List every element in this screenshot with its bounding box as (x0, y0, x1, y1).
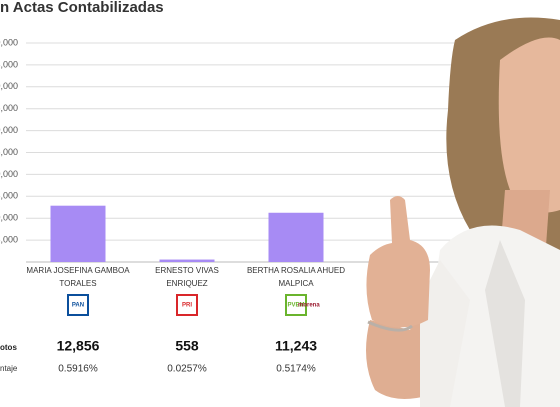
percentage: 0.0257% (167, 364, 207, 375)
y-tick-label: 0,000 (0, 169, 18, 179)
percentage: 0.5174% (276, 364, 316, 375)
bar (268, 212, 324, 262)
y-tick-label: 0,000 (0, 37, 18, 47)
vote-count: 12,856 (57, 338, 100, 354)
party-logo-text: PAN (72, 303, 84, 309)
x-tick-label: ENRIQUEZ (166, 279, 207, 288)
logo-text: morena (298, 303, 320, 309)
party-logo (285, 294, 307, 316)
percentage: 0.5916% (58, 364, 98, 375)
y-tick-label: 0,000 (0, 213, 18, 223)
party-logo-text: PRI (182, 303, 192, 309)
person-photo (366, 17, 560, 407)
vote-count: 11,243 (275, 338, 317, 354)
party-logo (67, 294, 89, 316)
bar (159, 259, 215, 262)
x-tick-label: ERNESTO VIVAS (155, 266, 219, 275)
y-tick-label: 5,000 (0, 234, 18, 244)
x-tick-label: TORALES (59, 279, 96, 288)
y-tick-label: 5,000 (0, 59, 18, 69)
vote-count: 558 (175, 338, 199, 354)
x-tick-label: MARIA JOSEFINA GAMBOA (26, 266, 130, 275)
y-tick-label: 0,000 (0, 81, 18, 91)
bar (50, 205, 106, 262)
x-tick-label: BERTHA ROSALIA AHUED (247, 266, 345, 275)
y-tick-label: 5,000 (0, 103, 18, 113)
party-logo (176, 294, 198, 316)
y-tick-label: 5,000 (0, 191, 18, 201)
chart-title: n Actas Contabilizadas (0, 0, 164, 16)
party-logo-text: PVEM (287, 303, 304, 309)
x-tick-label: MALPICA (278, 279, 314, 288)
row-label: ntaje (0, 364, 18, 373)
y-tick-label: 0,000 (0, 125, 18, 135)
row-label: otos (0, 343, 17, 352)
y-tick-label: 5,000 (0, 147, 18, 157)
